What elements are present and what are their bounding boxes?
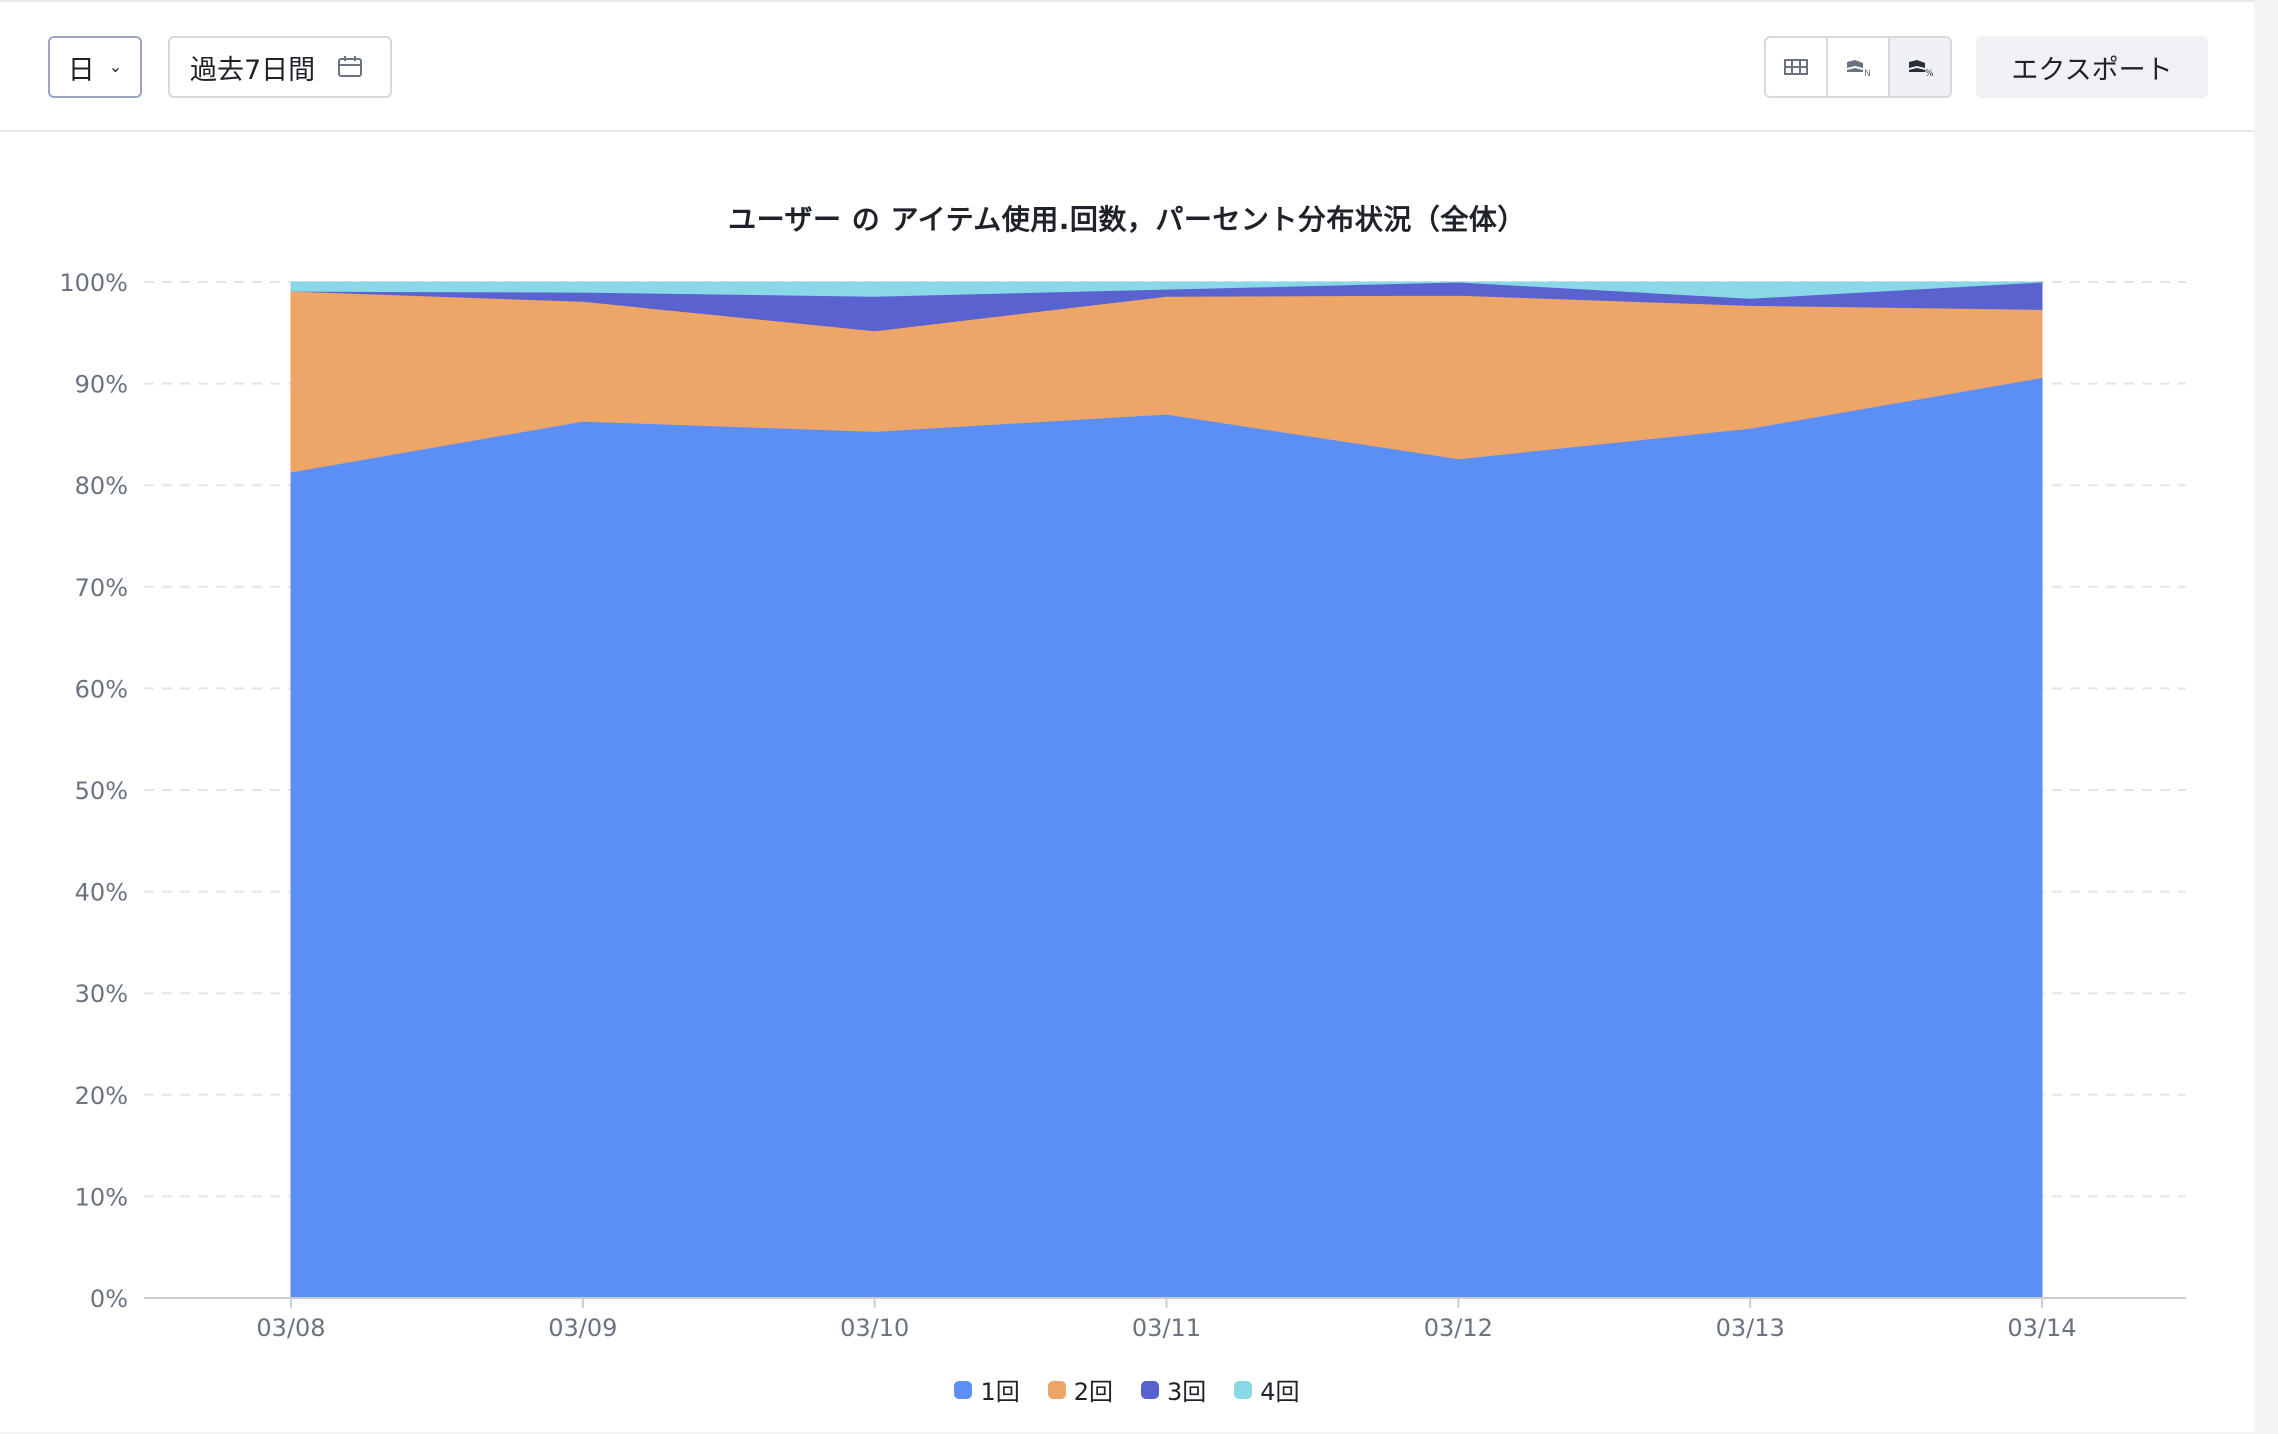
legend-item-3[interactable]: 3回: [1141, 1372, 1206, 1407]
area-series-4[interactable]: [290, 281, 2043, 299]
legend-swatch: [1047, 1380, 1066, 1399]
y-tick-label: 30%: [75, 980, 128, 1008]
scrollbar-gutter: [2254, 0, 2278, 1432]
legend-label: 2回: [1073, 1378, 1113, 1406]
legend-swatch: [1141, 1380, 1159, 1399]
x-tick-label: 03/14: [2007, 1314, 2076, 1342]
y-tick-label: 0%: [90, 1285, 128, 1313]
legend-label: 3回: [1167, 1378, 1207, 1406]
stacked-percent-button[interactable]: %: [1890, 38, 1950, 96]
toolbar: 日 ⌄ 過去7日間: [0, 2, 2254, 132]
y-tick-label: 60%: [75, 675, 128, 703]
stacked-count-button[interactable]: N: [1828, 38, 1890, 96]
y-tick-label: 80%: [75, 472, 128, 500]
x-tick-label: 03/09: [548, 1314, 617, 1342]
svg-text:N: N: [1864, 69, 1871, 78]
date-range-value: 過去7日間: [190, 54, 316, 86]
x-tick-label: 03/08: [256, 1314, 325, 1342]
y-tick-label: 50%: [75, 777, 128, 805]
granularity-select[interactable]: 日 ⌄: [48, 36, 142, 98]
y-tick-label: 90%: [75, 371, 128, 399]
calendar-icon: [338, 56, 363, 77]
table-view-button[interactable]: [1766, 38, 1828, 96]
legend-swatch: [954, 1380, 973, 1399]
table-view-icon: [1784, 59, 1808, 75]
y-tick-label: 100%: [59, 269, 128, 297]
svg-text:%: %: [1925, 69, 1933, 78]
export-button[interactable]: エクスポート: [1976, 36, 2208, 98]
view-mode-toggle: N %: [1764, 36, 1952, 98]
granularity-value: 日: [67, 54, 95, 86]
x-tick-label: 03/10: [840, 1314, 909, 1342]
y-tick-label: 70%: [75, 574, 128, 602]
x-tick-label: 03/11: [1132, 1314, 1201, 1342]
x-tick-label: 03/13: [1716, 1314, 1785, 1342]
stacked-count-icon: N: [1847, 60, 1871, 78]
y-tick-label: 20%: [75, 1082, 128, 1110]
date-range-picker[interactable]: 過去7日間: [168, 36, 392, 98]
chevron-down-icon: ⌄: [108, 57, 123, 76]
area-series-1[interactable]: [290, 376, 2043, 1299]
x-tick-label: 03/12: [1424, 1314, 1493, 1342]
legend-item-1[interactable]: 1回: [954, 1372, 1020, 1407]
y-tick-label: 40%: [75, 879, 128, 907]
stacked-percent-icon: %: [1909, 60, 1933, 78]
legend-label: 1回: [980, 1378, 1020, 1406]
legend-swatch: [1234, 1380, 1253, 1399]
chart-legend: 1回 2回 3回 4回: [0, 1372, 2254, 1407]
y-tick-label: 10%: [75, 1183, 128, 1211]
legend-item-2[interactable]: 2回: [1047, 1372, 1113, 1407]
legend-label: 4回: [1260, 1378, 1300, 1406]
legend-item-4[interactable]: 4回: [1234, 1372, 1300, 1407]
chart-title: ユーザー の アイテム使用.回数，パーセント分布状況（全体）: [728, 203, 1526, 236]
